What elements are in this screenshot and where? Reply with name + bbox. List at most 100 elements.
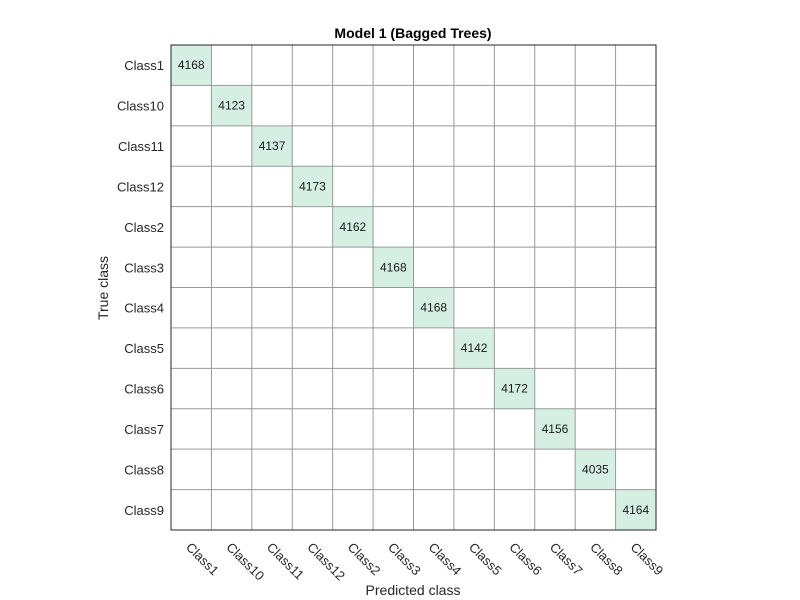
matrix-cell-Class8-Class1 [171, 449, 212, 490]
matrix-cell-Class2-Class8 [575, 206, 616, 248]
matrix-cell-Class11-Class6 [494, 125, 535, 167]
matrix-cell-Class2-Class4 [413, 206, 454, 248]
matrix-cell-Class9-Class10 [211, 489, 252, 530]
matrix-cell-Class4-Class2 [332, 287, 374, 328]
matrix-cell-Class7-Class10 [211, 408, 252, 450]
matrix-gridlines [170, 44, 657, 531]
matrix-cell-Class1-Class8 [575, 45, 616, 86]
matrix-cell-Class4-Class3 [373, 287, 414, 328]
matrix-cell-Class9-Class5 [453, 489, 495, 530]
matrix-cell-Class10-Class1 [171, 85, 212, 126]
matrix-cell-Class8-Class4 [413, 449, 454, 490]
matrix-cell-Class6-Class5 [453, 368, 495, 409]
matrix-cell-Class12-Class4 [413, 166, 454, 207]
x-tick-label: Class6 [506, 540, 545, 579]
matrix-cell-Class11-Class5 [453, 125, 495, 167]
matrix-cell-Class9-Class2 [332, 489, 374, 530]
matrix-cell-Class4-Class1 [171, 287, 212, 328]
matrix-cell-Class1-Class10 [211, 45, 252, 86]
matrix-cell-Class2-Class7 [534, 206, 576, 248]
y-tick-labels: Class1 Class10 Class11 Class12 Class2 Class3 C… [117, 58, 164, 518]
matrix-cell-Class7-Class3 [373, 408, 414, 450]
cell-value-label: 4162 [340, 220, 367, 234]
matrix-cell-Class9-Class1 [171, 489, 212, 530]
cell-value-label: 4172 [501, 382, 528, 396]
matrix-cells: 4168 4123 4137 4173 4162 4168 4168 4142 4172 4156… [171, 45, 656, 530]
matrix-cell-Class11-Class2 [332, 125, 374, 167]
x-tick-label: Class12 [304, 540, 348, 584]
y-tick-label: Class7 [124, 422, 164, 437]
matrix-cell-Class5-Class1 [171, 327, 212, 369]
y-tick-label: Class5 [124, 341, 164, 356]
matrix-cell-Class6-Class9 [615, 368, 656, 409]
y-tick-label: Class2 [124, 220, 164, 235]
matrix-cell-Class2-Class10 [211, 206, 252, 248]
matrix-cell-Class12-Class7 [534, 166, 576, 207]
y-tick-label: Class9 [124, 503, 164, 518]
matrix-cell-Class10-Class10 [211, 85, 252, 126]
matrix-cell-Class10-Class3 [373, 85, 414, 126]
matrix-cell-Class6-Class2 [332, 368, 374, 409]
matrix-cell-Class1-Class12 [292, 45, 333, 86]
matrix-cell-Class12-Class12 [292, 166, 333, 207]
cell-value-label: 4123 [218, 99, 245, 113]
matrix-cell-Class5-Class9 [615, 327, 656, 369]
matrix-cell-Class11-Class3 [373, 125, 414, 167]
matrix-cell-Class5-Class7 [534, 327, 576, 369]
matrix-cell-Class2-Class9 [615, 206, 656, 248]
y-tick-label: Class1 [124, 58, 164, 73]
matrix-cell-Class1-Class1 [171, 45, 212, 86]
matrix-cell-Class8-Class3 [373, 449, 414, 490]
matrix-cell-Class1-Class4 [413, 45, 454, 86]
y-tick-label: Class6 [124, 382, 164, 397]
x-tick-label: Class7 [547, 540, 586, 579]
matrix-cell-Class5-Class10 [211, 327, 252, 369]
cell-value-label: 4173 [299, 179, 326, 193]
matrix-cell-Class8-Class12 [292, 449, 333, 490]
cell-value-label: 4164 [622, 503, 649, 517]
matrix-cell-Class4-Class7 [534, 287, 576, 328]
matrix-cell-Class5-Class2 [332, 327, 374, 369]
matrix-cell-Class12-Class10 [211, 166, 252, 207]
matrix-cell-Class8-Class5 [453, 449, 495, 490]
matrix-cell-Class4-Class4 [413, 287, 454, 328]
cell-value-label: 4168 [380, 260, 407, 274]
matrix-cell-Class10-Class2 [332, 85, 374, 126]
matrix-cell-Class7-Class8 [575, 408, 616, 450]
y-tick-label: Class8 [124, 462, 164, 477]
matrix-cell-Class4-Class6 [494, 287, 535, 328]
matrix-cell-Class1-Class3 [373, 45, 414, 86]
matrix-cell-Class10-Class5 [453, 85, 495, 126]
matrix-cell-Class10-Class11 [251, 85, 293, 126]
matrix-cell-Class8-Class2 [332, 449, 374, 490]
matrix-cell-Class10-Class8 [575, 85, 616, 126]
matrix-cell-Class2-Class12 [292, 206, 333, 248]
x-tick-label: Class4 [426, 540, 465, 579]
matrix-cell-Class7-Class4 [413, 408, 454, 450]
matrix-cell-Class5-Class6 [494, 327, 535, 369]
cell-value-label: 4168 [420, 301, 447, 315]
matrix-cell-Class12-Class2 [332, 166, 374, 207]
cell-value-label: 4156 [542, 422, 569, 436]
matrix-cell-Class12-Class9 [615, 166, 656, 207]
matrix-cell-Class3-Class10 [211, 247, 252, 288]
matrix-cell-Class10-Class9 [615, 85, 656, 126]
matrix-cell-Class9-Class7 [534, 489, 576, 530]
matrix-cell-Class2-Class11 [251, 206, 293, 248]
matrix-cell-Class7-Class12 [292, 408, 333, 450]
matrix-cell-Class8-Class6 [494, 449, 535, 490]
matrix-cell-Class11-Class7 [534, 125, 576, 167]
matrix-cell-Class1-Class2 [332, 45, 374, 86]
matrix-cell-Class11-Class11 [251, 125, 293, 167]
matrix-cell-Class6-Class1 [171, 368, 212, 409]
matrix-cell-Class3-Class4 [413, 247, 454, 288]
x-tick-label: Class5 [466, 540, 505, 579]
matrix-cell-Class12-Class8 [575, 166, 616, 207]
matrix-cell-Class1-Class6 [494, 45, 535, 86]
y-tick-label: Class3 [124, 260, 164, 275]
matrix-cell-Class6-Class4 [413, 368, 454, 409]
matrix-cell-Class9-Class9 [615, 489, 656, 530]
matrix-cell-Class9-Class4 [413, 489, 454, 530]
y-tick-label: Class12 [117, 179, 164, 194]
